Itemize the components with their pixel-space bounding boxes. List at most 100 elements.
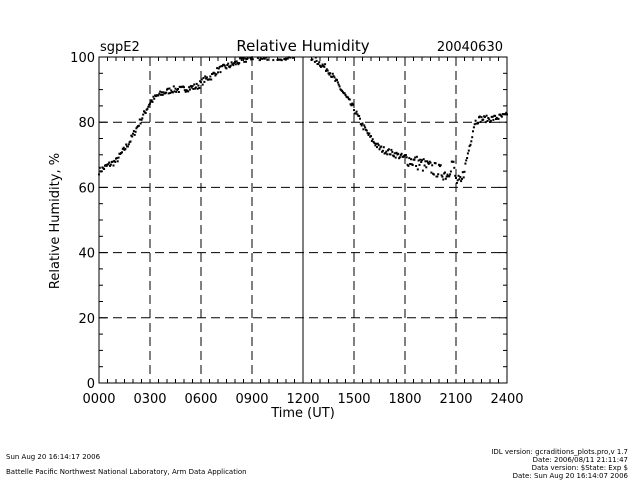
data-point bbox=[463, 170, 466, 173]
data-point bbox=[216, 67, 219, 70]
data-point bbox=[117, 156, 120, 159]
data-point bbox=[426, 160, 429, 163]
data-point bbox=[473, 123, 476, 126]
data-point bbox=[460, 180, 463, 183]
data-point bbox=[246, 57, 249, 60]
data-point bbox=[149, 102, 151, 105]
data-point bbox=[497, 117, 500, 120]
data-point bbox=[474, 119, 477, 122]
data-point bbox=[341, 89, 344, 92]
data-point bbox=[266, 58, 269, 61]
y-tick-label-0: 0 bbox=[87, 377, 95, 392]
data-point bbox=[367, 134, 370, 136]
data-point bbox=[489, 119, 492, 122]
data-point bbox=[235, 60, 238, 63]
data-point bbox=[127, 143, 130, 146]
data-point bbox=[374, 144, 377, 147]
data-point bbox=[233, 62, 236, 65]
data-point bbox=[133, 133, 136, 136]
data-point bbox=[422, 158, 425, 161]
data-point bbox=[158, 92, 161, 95]
data-point bbox=[494, 114, 497, 117]
data-point bbox=[286, 57, 289, 60]
data-point bbox=[459, 176, 462, 178]
data-point bbox=[375, 142, 378, 145]
data-point bbox=[454, 174, 457, 177]
data-point bbox=[427, 162, 430, 165]
data-point bbox=[409, 163, 412, 165]
data-point bbox=[138, 118, 141, 121]
data-point bbox=[234, 63, 237, 66]
data-point bbox=[389, 153, 392, 156]
data-point bbox=[380, 145, 383, 148]
footer-generated-date: Sun Aug 20 16:14:17 2006 bbox=[6, 453, 101, 461]
data-point bbox=[209, 75, 212, 78]
data-point bbox=[398, 156, 401, 159]
data-point bbox=[365, 129, 368, 132]
x-tick-label-0900: 0900 bbox=[235, 392, 268, 407]
data-point bbox=[382, 146, 385, 149]
data-point bbox=[167, 92, 170, 95]
data-point bbox=[124, 147, 127, 150]
data-point bbox=[352, 103, 355, 106]
data-point bbox=[338, 85, 341, 88]
data-point bbox=[175, 90, 178, 93]
data-point bbox=[364, 126, 367, 129]
data-point bbox=[205, 76, 208, 79]
tick-label-layer: 0000 0300 0600 0900 1200 1500 1800 2100 2400 0 20 4… bbox=[70, 51, 523, 407]
data-point bbox=[135, 127, 138, 130]
data-point bbox=[198, 87, 201, 89]
data-point bbox=[332, 75, 335, 78]
site-label: sgpE2 bbox=[100, 40, 140, 55]
data-point bbox=[221, 65, 224, 68]
grid-layer bbox=[99, 57, 507, 383]
data-point bbox=[462, 176, 465, 179]
x-axis-label: Time (UT) bbox=[270, 406, 335, 421]
data-point bbox=[356, 113, 359, 116]
x-tick-label-0600: 0600 bbox=[184, 392, 217, 407]
footer-run-date: Date: Sun Aug 20 16:14:07 2006 bbox=[512, 472, 628, 480]
data-point bbox=[157, 94, 160, 97]
data-point bbox=[151, 100, 154, 103]
data-point bbox=[419, 158, 422, 161]
data-point bbox=[331, 72, 334, 75]
data-point bbox=[387, 148, 390, 151]
data-point bbox=[194, 87, 196, 90]
data-point bbox=[172, 85, 175, 88]
data-point bbox=[361, 122, 364, 125]
data-point bbox=[203, 80, 206, 83]
data-point bbox=[217, 71, 219, 74]
data-point bbox=[317, 63, 320, 66]
data-point bbox=[192, 87, 195, 90]
data-point bbox=[366, 132, 369, 135]
data-point bbox=[344, 94, 347, 96]
data-point bbox=[227, 62, 230, 65]
data-point bbox=[320, 65, 323, 68]
data-point bbox=[384, 152, 387, 154]
data-point bbox=[477, 122, 480, 125]
data-point bbox=[259, 57, 262, 60]
data-point bbox=[134, 130, 137, 133]
data-point bbox=[121, 151, 123, 154]
data-point bbox=[495, 118, 497, 120]
data-point bbox=[204, 75, 207, 78]
data-point bbox=[421, 159, 423, 162]
data-point bbox=[336, 79, 338, 82]
data-point bbox=[355, 110, 358, 113]
data-point bbox=[442, 178, 445, 181]
data-point bbox=[337, 83, 340, 86]
data-point bbox=[152, 95, 155, 98]
data-point bbox=[238, 62, 241, 65]
data-point bbox=[407, 164, 410, 167]
data-point bbox=[232, 64, 235, 67]
data-point bbox=[455, 177, 457, 179]
data-point bbox=[444, 177, 447, 180]
y-tick-label-20: 20 bbox=[78, 312, 95, 327]
data-point bbox=[225, 67, 228, 70]
data-point bbox=[161, 93, 164, 96]
data-point bbox=[183, 86, 185, 89]
data-point bbox=[499, 113, 502, 116]
data-point bbox=[205, 77, 208, 80]
data-point bbox=[189, 85, 192, 88]
data-point bbox=[150, 99, 153, 102]
